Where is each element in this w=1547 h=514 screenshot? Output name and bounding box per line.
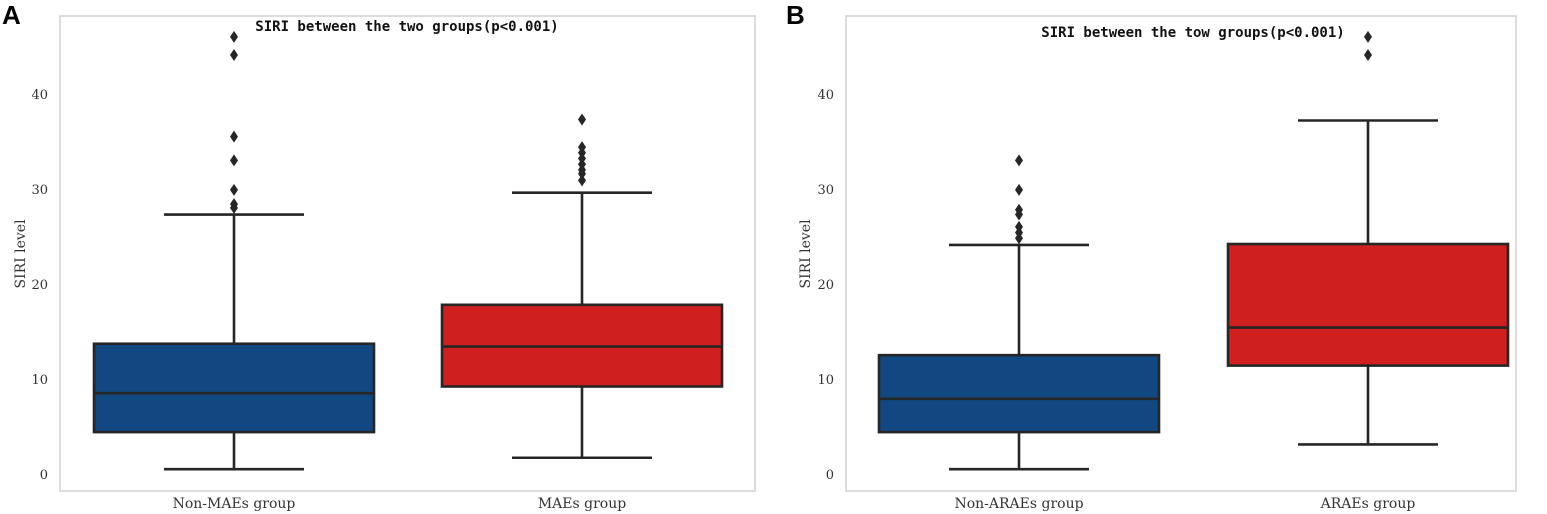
outlier-point — [230, 183, 238, 196]
y-tick-label: 20 — [31, 278, 48, 293]
box-iqr — [877, 353, 1161, 434]
x-tick-label: ARAEs group — [1320, 496, 1416, 512]
y-tick-label: 0 — [40, 468, 48, 483]
panel-a: A SIRI between the two groups(p<0.001) S… — [2, 0, 756, 512]
y-axis-label-a: SIRI level — [13, 219, 29, 289]
outlier-point — [230, 198, 238, 211]
outlier-point — [578, 141, 586, 154]
y-tick-label: 10 — [817, 373, 834, 388]
plot-frame-b — [845, 15, 1517, 492]
outlier-point — [578, 174, 586, 187]
x-tick-label: MAEs group — [538, 496, 626, 512]
y-tick-label: 10 — [31, 373, 48, 388]
y-tick-label: 40 — [31, 88, 48, 103]
x-tick-label: Non-MAEs group — [173, 496, 296, 512]
y-tick-label: 40 — [817, 88, 834, 103]
chart-marks-a: 0 10 20 30 40 Non-MAEs group MAEs group — [31, 30, 724, 512]
outlier-point — [1015, 220, 1023, 233]
x-tick-label: Non-ARAEs group — [954, 496, 1083, 512]
y-tick-label: 30 — [31, 183, 48, 198]
y-tick-label: 0 — [826, 468, 834, 483]
panel-letter-b: B — [786, 0, 805, 30]
outlier-point — [1015, 203, 1023, 216]
outlier-point — [230, 154, 238, 167]
outlier-point — [1015, 154, 1023, 167]
outlier-point — [230, 48, 238, 61]
outlier-point — [230, 130, 238, 143]
outlier-point — [1015, 183, 1023, 196]
outlier-point — [230, 30, 238, 43]
outlier-point — [1364, 48, 1372, 61]
outlier-point — [1364, 30, 1372, 43]
panel-b: B SIRI between the tow groups(p<0.001) S… — [786, 0, 1517, 512]
outlier-point — [578, 113, 586, 126]
plot-frame-a — [59, 15, 756, 492]
chart-marks-b: 0 10 20 30 40 Non-ARAEs group ARAEs group — [817, 30, 1510, 512]
chart-title-b: SIRI between the tow groups(p<0.001) — [1041, 25, 1344, 41]
y-tick-label: 30 — [817, 183, 834, 198]
y-axis-label-b: SIRI level — [798, 219, 814, 289]
box-iqr — [1226, 242, 1510, 367]
chart-title-a: SIRI between the two groups(p<0.001) — [255, 19, 558, 35]
panel-letter-a: A — [2, 0, 21, 30]
y-tick-label: 20 — [817, 278, 834, 293]
box-iqr — [92, 342, 376, 434]
